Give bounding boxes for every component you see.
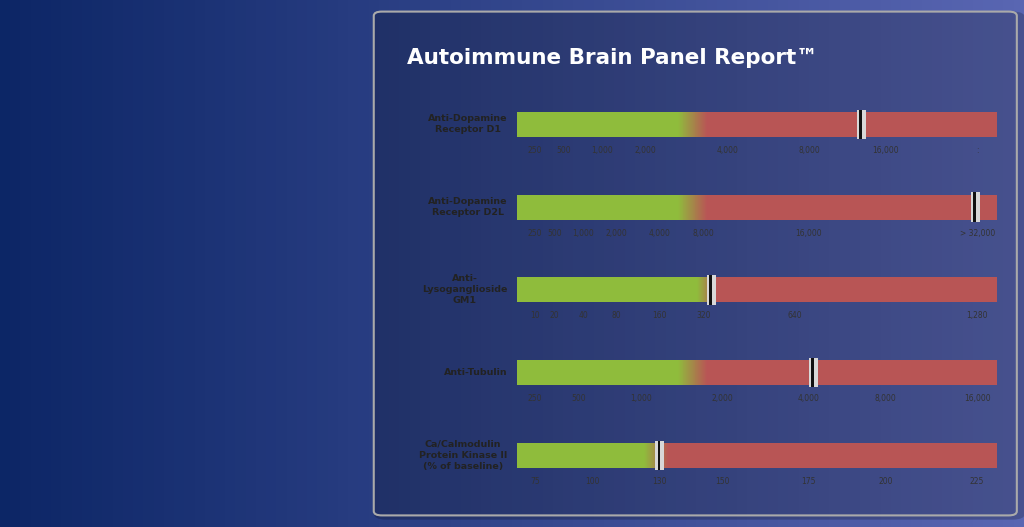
Text: 175: 175 <box>802 477 816 486</box>
Bar <box>971 192 980 222</box>
Text: 2,000: 2,000 <box>606 229 628 238</box>
Text: 1,000: 1,000 <box>630 394 651 403</box>
Bar <box>974 192 976 222</box>
Text: 2,000: 2,000 <box>712 394 733 403</box>
Text: 130: 130 <box>652 477 668 486</box>
Text: Anti-Tubulin: Anti-Tubulin <box>443 368 507 377</box>
Text: 160: 160 <box>652 311 668 320</box>
Text: 320: 320 <box>696 311 711 320</box>
Text: 4,000: 4,000 <box>649 229 671 238</box>
Text: 40: 40 <box>579 311 588 320</box>
Text: 16,000: 16,000 <box>872 146 899 155</box>
Text: 250: 250 <box>527 394 542 403</box>
Text: 2,000: 2,000 <box>635 146 656 155</box>
Bar <box>707 194 997 220</box>
Text: 4,000: 4,000 <box>716 146 738 155</box>
Text: 10: 10 <box>530 311 540 320</box>
Bar <box>517 112 678 137</box>
Text: 200: 200 <box>879 477 893 486</box>
Text: 8,000: 8,000 <box>692 229 714 238</box>
Bar <box>517 194 678 220</box>
Text: 8,000: 8,000 <box>798 146 820 155</box>
Text: 80: 80 <box>612 311 622 320</box>
Text: Autoimmune Brain Panel Report™: Autoimmune Brain Panel Report™ <box>407 48 818 69</box>
Text: 16,000: 16,000 <box>796 229 822 238</box>
Text: Ca/Calmodulin
Protein Kinase II
(% of baseline): Ca/Calmodulin Protein Kinase II (% of ba… <box>419 440 507 471</box>
Text: 250: 250 <box>527 229 542 238</box>
Text: 16,000: 16,000 <box>964 394 990 403</box>
Bar <box>668 443 997 468</box>
Text: 500: 500 <box>571 394 586 403</box>
Bar <box>857 110 866 139</box>
Text: 640: 640 <box>787 311 802 320</box>
Bar <box>859 110 861 139</box>
Text: 1,280: 1,280 <box>967 311 988 320</box>
Text: 1,000: 1,000 <box>592 146 613 155</box>
Text: 8,000: 8,000 <box>874 394 897 403</box>
Text: :: : <box>976 146 978 155</box>
Text: 500: 500 <box>547 229 561 238</box>
Text: 20: 20 <box>549 311 559 320</box>
Bar <box>517 443 644 468</box>
Text: 4,000: 4,000 <box>798 394 820 403</box>
Bar <box>811 358 814 387</box>
Bar <box>707 112 997 137</box>
Bar <box>517 277 697 302</box>
Text: Anti-
Lysoganglioside
GM1: Anti- Lysoganglioside GM1 <box>422 274 507 306</box>
Bar <box>716 277 997 302</box>
Bar <box>710 275 712 305</box>
Bar <box>809 358 818 387</box>
Text: 500: 500 <box>556 146 571 155</box>
Text: Anti-Dopamine
Receptor D1: Anti-Dopamine Receptor D1 <box>428 114 507 134</box>
Bar <box>707 275 716 305</box>
Bar <box>657 441 659 470</box>
Text: 150: 150 <box>715 477 730 486</box>
Text: 250: 250 <box>527 146 542 155</box>
Text: > 32,000: > 32,000 <box>959 229 994 238</box>
Bar <box>654 441 665 470</box>
Bar <box>707 360 997 385</box>
Text: 1,000: 1,000 <box>572 229 594 238</box>
Text: 225: 225 <box>970 477 984 486</box>
Bar <box>517 360 678 385</box>
Text: 75: 75 <box>530 477 540 486</box>
Text: Anti-Dopamine
Receptor D2L: Anti-Dopamine Receptor D2L <box>428 197 507 217</box>
Text: 100: 100 <box>586 477 600 486</box>
